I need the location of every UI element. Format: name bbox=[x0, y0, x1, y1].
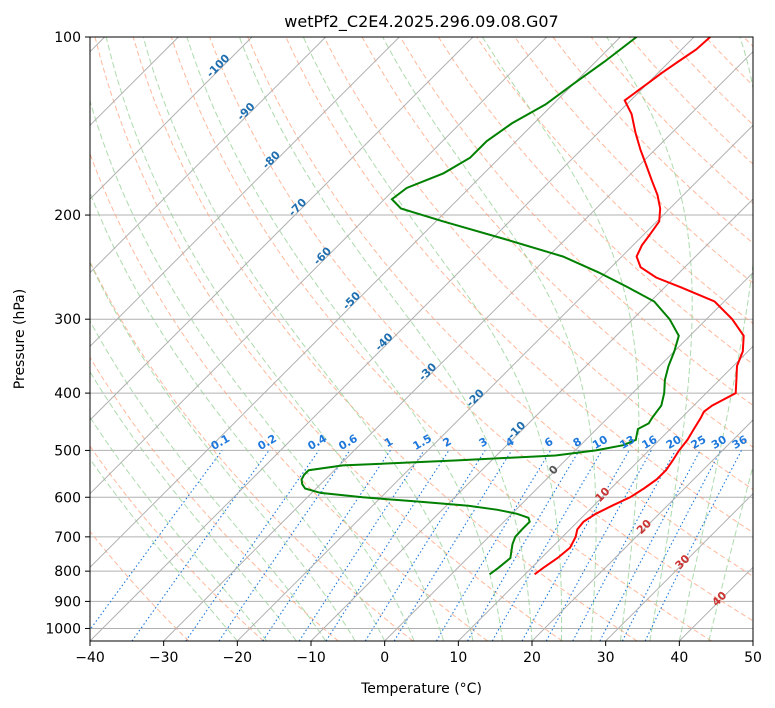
mixing-ratio-line bbox=[218, 450, 351, 641]
y-tick-label: 500 bbox=[54, 443, 81, 459]
dry-adiabat bbox=[132, 37, 638, 641]
dry-adiabat bbox=[247, 37, 753, 577]
moist-adiabat bbox=[90, 416, 268, 641]
dry-adiabat bbox=[90, 530, 190, 641]
y-tick-label: 700 bbox=[54, 530, 81, 546]
mixing-ratio-line bbox=[621, 450, 722, 641]
dry-adiabat bbox=[90, 152, 488, 641]
mixing-ratio-line bbox=[90, 450, 223, 631]
isotherm-line bbox=[90, 37, 695, 641]
isotherm-line bbox=[605, 492, 753, 641]
mixing-ratio-line bbox=[325, 450, 450, 641]
moist-adiabat bbox=[606, 37, 693, 641]
dry-adiabat bbox=[437, 37, 753, 365]
y-tick-label: 100 bbox=[54, 30, 81, 46]
mixing-ratio-line bbox=[545, 450, 652, 641]
dry-adiabat bbox=[323, 37, 753, 491]
x-tick-label: 10 bbox=[449, 650, 467, 666]
mixing-ratio-line bbox=[572, 450, 676, 641]
moist-adiabat bbox=[90, 370, 297, 641]
moist-adiabat bbox=[302, 37, 563, 641]
moist-adiabat bbox=[90, 458, 238, 641]
isotherm-line bbox=[90, 37, 327, 274]
sounding-series bbox=[300, 37, 745, 576]
moist-adiabat bbox=[105, 37, 445, 641]
x-tick-label: 20 bbox=[523, 650, 541, 666]
moist-adiabat bbox=[481, 37, 640, 641]
mixing-ratio-line bbox=[644, 450, 742, 641]
x-axis-ticks: −40 −30 −20 −10 0 10 20 30 40 50 bbox=[75, 641, 762, 666]
dry-adiabat bbox=[170, 37, 712, 641]
isotherm-line bbox=[236, 124, 753, 641]
x-tick-label: −40 bbox=[75, 650, 105, 666]
x-tick-label: −30 bbox=[149, 650, 179, 666]
isotherm-line bbox=[90, 37, 621, 569]
isotherm-line bbox=[90, 37, 400, 348]
mixing-ratio-line bbox=[262, 450, 391, 641]
isotherm-line bbox=[90, 37, 253, 200]
x-tick-label: 30 bbox=[597, 650, 615, 666]
moist-adiabat bbox=[238, 37, 533, 641]
mixing-ratio-line bbox=[393, 450, 513, 641]
y-tick-label: 600 bbox=[54, 490, 81, 506]
dry-adiabat bbox=[94, 37, 563, 641]
y-tick-label: 1000 bbox=[45, 621, 81, 637]
isotherm-line bbox=[163, 50, 753, 641]
mixing-ratio-line bbox=[298, 450, 425, 641]
dry-adiabat bbox=[514, 37, 753, 284]
moist-adiabat bbox=[382, 37, 597, 641]
y-tick-label: 900 bbox=[54, 594, 81, 610]
y-tick-label: 800 bbox=[54, 564, 81, 580]
x-tick-label: 0 bbox=[380, 650, 389, 666]
mixing-ratio-lines bbox=[90, 450, 742, 641]
x-tick-label: −20 bbox=[223, 650, 253, 666]
dry-adiabat bbox=[209, 37, 753, 622]
x-axis-label: Temperature (°C) bbox=[360, 681, 482, 697]
dry-adiabat bbox=[90, 445, 264, 641]
y-axis-ticks: 100 200 300 400 500 600 700 800 900 1000 bbox=[45, 30, 90, 637]
mixing-ratio-line bbox=[521, 450, 630, 641]
plot-frame bbox=[89, 36, 754, 642]
x-tick-label: −10 bbox=[296, 650, 326, 666]
x-tick-label: 50 bbox=[744, 650, 762, 666]
moist-adiabat bbox=[678, 37, 753, 641]
isotherm-line bbox=[310, 198, 753, 641]
y-tick-label: 400 bbox=[54, 386, 81, 402]
y-tick-label: 200 bbox=[54, 208, 81, 224]
isotherm-line bbox=[384, 271, 753, 641]
x-tick-label: 40 bbox=[670, 650, 688, 666]
y-axis-label: Pressure (hPa) bbox=[12, 289, 28, 389]
sounding-line bbox=[534, 37, 745, 576]
moist-adiabat bbox=[90, 261, 356, 641]
y-tick-label: 300 bbox=[54, 312, 81, 328]
isotherms bbox=[90, 37, 753, 641]
dry-adiabats bbox=[90, 37, 753, 641]
dry-adiabat bbox=[90, 356, 339, 641]
dry-adiabat bbox=[399, 37, 753, 407]
isotherm-line bbox=[90, 37, 548, 495]
chart-title: wetPf2_C2E4.2025.296.09.08.G07 bbox=[284, 12, 558, 32]
sounding-line bbox=[300, 37, 680, 576]
isotherm-line bbox=[90, 37, 474, 421]
mixing-ratio-line bbox=[185, 450, 320, 641]
moist-adiabat bbox=[90, 191, 386, 641]
moist-adiabat bbox=[142, 37, 474, 641]
isotherm-line bbox=[531, 419, 753, 641]
isotherm-line bbox=[457, 345, 753, 641]
